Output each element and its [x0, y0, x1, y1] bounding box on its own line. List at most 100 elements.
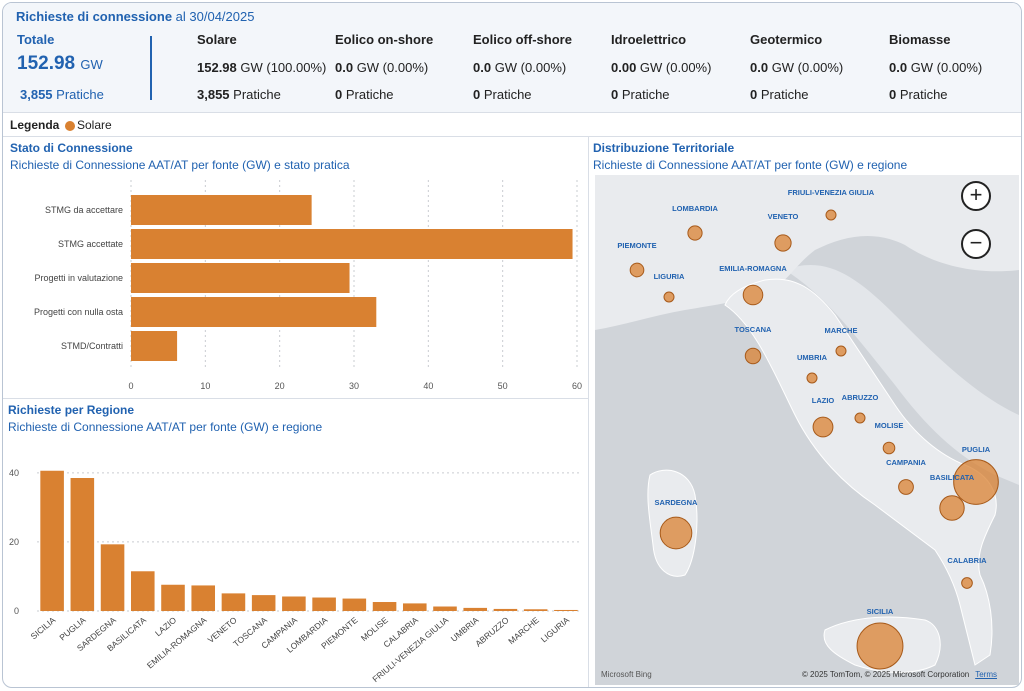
category-label: ABRUZZO	[473, 615, 511, 649]
bar	[493, 608, 518, 611]
region-label: SICILIA	[867, 607, 894, 616]
bar	[131, 297, 377, 327]
source-eolico-on-shore: Eolico on-shore 0.0 GW (0.00%) 0 Pratich…	[335, 32, 434, 102]
region-bubble	[898, 479, 914, 495]
region-label: MOLISE	[875, 421, 904, 430]
italy-mainland	[595, 175, 1019, 330]
region-bubble	[961, 577, 973, 589]
region-label: UMBRIA	[797, 353, 828, 362]
region-label: LIGURIA	[654, 272, 685, 281]
region-label: EMILIA-ROMAGNA	[719, 264, 787, 273]
x-tick-label: 0	[128, 381, 133, 391]
legend-title: Legenda	[10, 118, 60, 132]
bar	[221, 593, 246, 611]
category-label: SICILIA	[29, 615, 58, 642]
bar	[131, 331, 178, 361]
panel-divider-horizontal	[3, 398, 588, 399]
regione-subtitle: Richieste di Connessione AAT/AT per font…	[8, 420, 323, 434]
region-label: MARCHE	[825, 326, 858, 335]
region-label: CAMPANIA	[886, 458, 926, 467]
source-solare: Solare 152.98 GW (100.00%) 3,855 Pratich…	[197, 32, 327, 102]
bar	[312, 597, 336, 611]
region-bubble	[663, 291, 675, 303]
region-bubble	[825, 209, 837, 221]
bar	[433, 606, 457, 611]
region-label: BASILICATA	[930, 473, 975, 482]
x-tick-label: 10	[200, 381, 210, 391]
summary-header: Richieste di connessione al 30/04/2025 T…	[3, 3, 1021, 113]
italy-peninsula	[724, 278, 997, 666]
header-separator	[150, 36, 152, 100]
bar	[100, 544, 125, 611]
legend-swatch	[65, 121, 75, 131]
bar	[523, 609, 548, 611]
x-tick-label: 40	[423, 381, 433, 391]
region-label: TOSCANA	[735, 325, 773, 334]
category-label: Progetti con nulla osta	[34, 307, 123, 317]
region-bubble	[882, 441, 896, 455]
region-bubble	[629, 262, 645, 278]
x-tick-label: 60	[572, 381, 582, 391]
bar	[372, 602, 397, 611]
source-biomasse: Biomasse 0.0 GW (0.00%) 0 Pratiche	[889, 32, 983, 102]
zoom-in-button[interactable]: +	[961, 181, 991, 211]
bar	[131, 263, 350, 293]
bar	[191, 585, 216, 611]
region-label: CALABRIA	[947, 556, 987, 565]
category-label: STMG da accettare	[45, 205, 123, 215]
mappa-title: Distribuzione Territoriale	[593, 141, 735, 155]
bar	[131, 195, 312, 225]
bar	[463, 607, 488, 611]
bar	[554, 609, 578, 611]
bar	[40, 470, 64, 611]
legend: Legenda Solare	[3, 113, 1021, 137]
region-bubble	[812, 416, 834, 438]
sea-adriatic	[785, 265, 1019, 485]
source-geotermico: Geotermico 0.0 GW (0.00%) 0 Pratiche	[750, 32, 844, 102]
category-label: LAZIO	[153, 615, 179, 639]
region-bubble	[939, 495, 965, 521]
terms-link[interactable]: Terms	[975, 670, 997, 679]
x-tick-label: 50	[498, 381, 508, 391]
y-tick-label: 40	[9, 468, 19, 478]
x-tick-label: 20	[275, 381, 285, 391]
bar	[161, 584, 185, 611]
panel-divider-vertical	[588, 137, 589, 687]
region-label: SARDEGNA	[655, 498, 699, 507]
total-value: 152.98 GW	[17, 53, 103, 74]
region-bubble	[806, 372, 818, 384]
source-eolico-off-shore: Eolico off-shore 0.0 GW (0.00%) 0 Pratic…	[473, 32, 572, 102]
region-bubble	[835, 345, 847, 357]
total-pratiche: 3,855 Pratiche	[20, 87, 104, 102]
bar	[130, 571, 155, 611]
category-label: STMG accettate	[58, 239, 123, 249]
region-bubble	[854, 412, 866, 424]
stato-title: Stato di Connessione	[10, 141, 133, 155]
bar	[70, 478, 95, 611]
region-bubble	[953, 459, 999, 505]
bar	[131, 229, 573, 259]
map-canvas[interactable]: PIEMONTE LOMBARDIA VENETO FRIULI-VENEZIA GI…	[595, 175, 1019, 685]
category-label: Progetti in valutazione	[34, 273, 123, 283]
regione-title: Richieste per Regione	[8, 403, 135, 417]
bar	[251, 595, 276, 611]
source-idroelettrico: Idroelettrico 0.00 GW (0.00%) 0 Pratiche	[611, 32, 712, 102]
region-label: FRIULI-VENEZIA GIULIA	[788, 188, 875, 197]
zoom-out-button[interactable]: −	[961, 229, 991, 259]
legend-item-solare[interactable]: Solare	[77, 118, 112, 132]
region-bubble	[687, 225, 703, 241]
bar	[282, 596, 306, 611]
mappa-subtitle: Richieste di Connessione AAT/AT per font…	[593, 158, 908, 172]
category-label: LIGURIA	[539, 615, 572, 645]
y-tick-label: 0	[14, 606, 19, 616]
region-bubble	[659, 516, 693, 550]
italy-map[interactable]: PIEMONTE LOMBARDIA VENETO FRIULI-VENEZIA GI…	[595, 175, 1019, 685]
map-copyright: © 2025 TomTom, © 2025 Microsoft Corporat…	[801, 670, 997, 679]
region-label: PUGLIA	[962, 445, 991, 454]
y-tick-label: 20	[9, 537, 19, 547]
region-bubble	[742, 284, 764, 306]
category-label: STMD/Contratti	[61, 341, 123, 351]
x-tick-label: 30	[349, 381, 359, 391]
region-label: LOMBARDIA	[672, 204, 718, 213]
